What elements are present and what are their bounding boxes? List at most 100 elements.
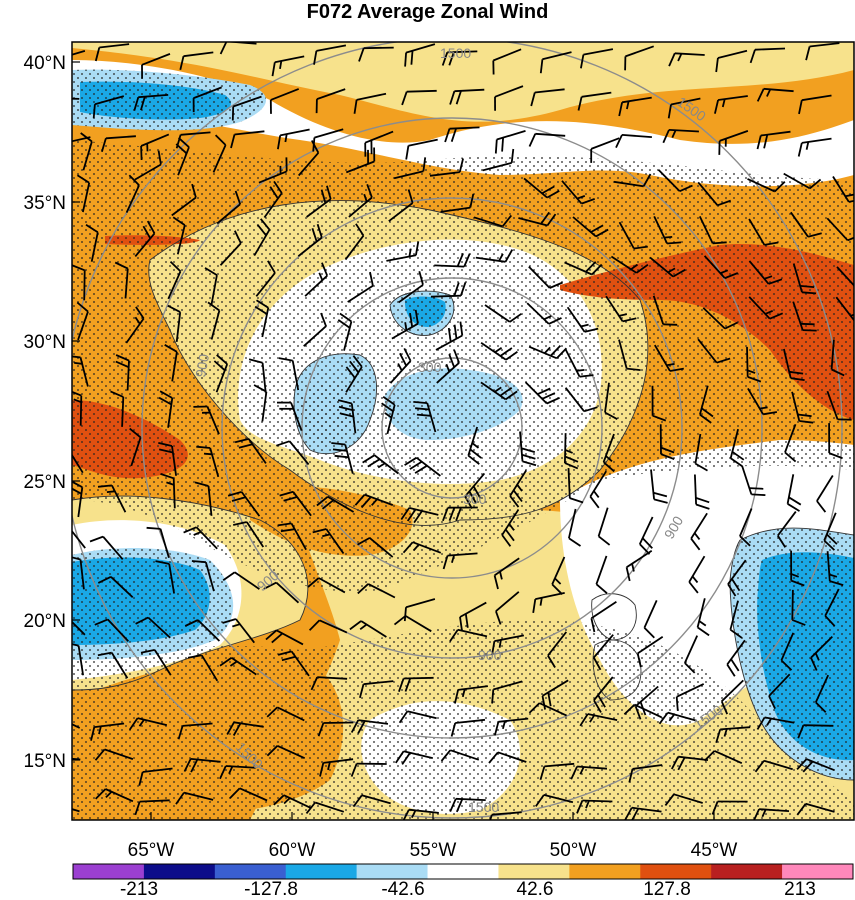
wind-barb <box>72 529 86 549</box>
wind-barb <box>239 787 268 802</box>
wind-barb-feather <box>790 377 805 381</box>
wind-barb-feather <box>377 462 386 469</box>
lat-label-15: 15°N <box>24 751 66 772</box>
wind-barb <box>748 296 771 320</box>
wind-barb-feather <box>404 52 407 67</box>
wind-barb-feather <box>634 705 642 720</box>
wind-barb-feather <box>353 99 358 114</box>
wind-barb-feather <box>307 577 320 588</box>
wind-barb-feather <box>409 460 423 470</box>
wind-barb <box>280 128 310 137</box>
wind-barb <box>102 536 124 560</box>
wind-barb-feather <box>284 133 288 143</box>
wind-barb-feather <box>564 455 579 463</box>
wind-barb <box>240 491 261 517</box>
wind-barb <box>832 176 850 203</box>
wind-barb-feather <box>540 211 550 225</box>
wind-barb <box>726 639 746 666</box>
wind-barb-feather <box>784 451 797 463</box>
wind-barb <box>283 794 312 809</box>
wind-barb-feather <box>789 370 804 375</box>
wind-barb-feather <box>72 643 79 647</box>
wind-barb-feather <box>777 535 787 548</box>
wind-barb <box>277 744 306 760</box>
wind-barb-feather <box>409 312 414 328</box>
wind-barb <box>759 808 790 812</box>
wind-barb-feather <box>138 771 144 786</box>
wind-barb-feather <box>338 405 353 411</box>
wind-barb-feather <box>172 216 186 226</box>
wind-barb-feather <box>569 497 584 504</box>
wind-barb-feather <box>415 241 420 256</box>
wind-barb-feather <box>504 528 515 542</box>
wind-barb-feather <box>445 363 451 373</box>
wind-barb <box>683 635 699 664</box>
colorbar-swatch <box>214 864 287 879</box>
wind-barb-feather <box>763 134 769 149</box>
wind-barb <box>652 295 665 325</box>
wind-barb-feather <box>603 461 615 473</box>
wind-barb-feather <box>135 616 149 625</box>
wind-barb-feather <box>667 241 682 245</box>
wind-barb-feather <box>183 526 197 534</box>
wind-barb-feather <box>442 507 449 522</box>
wind-barb <box>345 160 375 174</box>
wind-barb <box>137 717 168 726</box>
wind-barb <box>668 129 699 133</box>
wind-barb-feather <box>577 96 583 111</box>
wind-barb <box>373 454 399 475</box>
wind-barb-feather <box>277 135 282 150</box>
wind-barb <box>79 559 85 590</box>
wind-barb-feather <box>509 495 520 508</box>
wind-barb-feather <box>281 655 296 662</box>
wind-barb <box>225 765 256 769</box>
wind-barb <box>408 507 439 516</box>
wind-barb <box>650 469 655 500</box>
wind-barb <box>347 285 374 303</box>
wind-barb <box>261 391 268 422</box>
wind-barb-feather <box>628 768 634 783</box>
wind-barb <box>763 759 793 771</box>
wind-barb-feather <box>318 272 324 281</box>
wind-barb-feather <box>495 610 502 625</box>
wind-barb-feather <box>115 360 130 369</box>
wind-barb-feather <box>805 141 810 150</box>
wind-barb-feather <box>460 282 467 296</box>
wind-barb-feather <box>568 537 582 547</box>
colorbar-swatch <box>498 864 570 879</box>
wind-barb-feather <box>89 535 104 543</box>
wind-barb <box>210 310 221 340</box>
map-title: F072 Average Zonal Wind <box>306 1 549 23</box>
wind-barb-feather <box>698 620 707 627</box>
wind-barb-feather <box>498 253 504 262</box>
wind-barb-feather <box>761 809 767 818</box>
wind-barb-feather <box>721 98 726 108</box>
ring-1500 <box>72 42 843 819</box>
wind-barb-feather <box>766 718 772 726</box>
wind-barb <box>678 755 709 761</box>
wind-barb-feather <box>451 554 455 564</box>
wind-barb-feather <box>720 269 729 275</box>
wind-barb <box>583 48 614 56</box>
wind-barb-feather <box>491 640 496 656</box>
wind-barb-feather <box>712 241 727 245</box>
wind-barb-feather <box>491 689 495 704</box>
wind-barb <box>544 762 575 768</box>
wind-barb <box>79 357 89 387</box>
wind-barb-feather <box>530 92 536 107</box>
wind-barb-feather <box>512 489 523 503</box>
wind-barb <box>317 676 348 680</box>
wind-barb-feather <box>196 445 211 449</box>
wind-barb-feather <box>398 710 409 724</box>
wind-barb-feather <box>403 347 412 362</box>
wind-barb-feather <box>179 55 185 71</box>
wind-barb-feather <box>331 442 346 446</box>
wind-barb-feather <box>593 490 600 498</box>
wind-barb-feather <box>539 597 543 606</box>
wind-barb-feather <box>204 267 218 276</box>
wind-barb-feather <box>660 446 675 454</box>
wind-barb-feather <box>283 797 291 805</box>
wind-barb-feather <box>94 47 101 62</box>
wind-barb <box>493 680 523 691</box>
wind-barb-feather <box>413 510 423 524</box>
